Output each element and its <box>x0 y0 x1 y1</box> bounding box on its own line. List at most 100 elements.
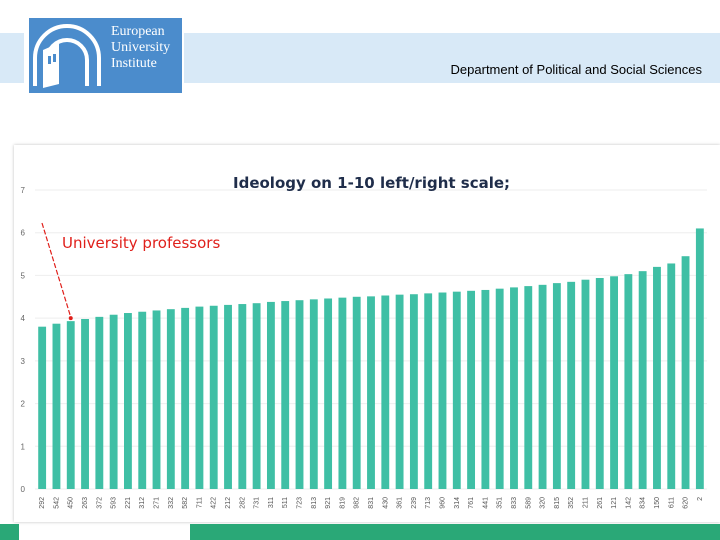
x-tick-label: 2 <box>697 497 704 501</box>
bar <box>681 256 690 489</box>
bar <box>409 294 418 489</box>
x-tick-label: 819 <box>339 497 346 509</box>
y-tick-label: 2 <box>21 400 26 409</box>
y-tick-label: 3 <box>21 357 26 366</box>
x-tick-label: 542 <box>53 497 60 509</box>
x-tick-label: 351 <box>497 497 504 509</box>
bar <box>309 299 318 489</box>
bar <box>524 286 533 489</box>
bar <box>581 279 590 489</box>
x-tick-label: 314 <box>454 497 461 509</box>
eui-logo: European University Institute <box>29 18 182 93</box>
x-tick-label: 815 <box>554 497 561 509</box>
x-tick-label: 761 <box>468 497 475 509</box>
bar <box>81 318 89 489</box>
y-tick-label: 6 <box>21 229 26 238</box>
x-tick-label: 620 <box>683 497 690 509</box>
logo-line-2: University <box>111 40 171 55</box>
footer-bar-left <box>0 524 19 540</box>
bar <box>209 305 218 489</box>
bar <box>224 304 232 489</box>
bar <box>238 304 247 489</box>
y-tick-label: 4 <box>21 314 26 323</box>
x-tick-label: 320 <box>540 497 547 509</box>
bar <box>424 293 433 489</box>
x-tick-label: 211 <box>582 497 589 508</box>
x-tick-label: 271 <box>154 497 161 509</box>
bar <box>638 271 647 489</box>
bar <box>124 313 132 489</box>
x-tick-label: 352 <box>568 497 575 509</box>
x-tick-label: 332 <box>168 497 175 509</box>
ideology-bar-chart: 0 1 2 3 4 5 6 7 292 542 450 263 372 593 221 312 271 332 58… <box>21 174 707 509</box>
eui-logo-text: European University Institute <box>111 24 181 72</box>
bar <box>195 306 204 489</box>
eui-logo-emblem-icon <box>33 24 101 88</box>
bar <box>324 298 333 489</box>
x-tick-label: 711 <box>196 497 203 508</box>
bar <box>667 263 676 489</box>
x-tick-label: 921 <box>325 497 332 509</box>
bar <box>281 301 290 489</box>
bar <box>181 307 190 489</box>
bar <box>266 301 275 489</box>
bar <box>538 284 547 489</box>
x-tick-label: 441 <box>482 497 489 509</box>
bar <box>395 294 404 489</box>
x-tick-label: 311 <box>268 497 275 508</box>
x-tick-label: 813 <box>311 497 318 509</box>
x-tick-label: 372 <box>96 497 103 509</box>
bar <box>653 266 661 489</box>
x-tick-label: 960 <box>439 497 446 509</box>
bar <box>624 274 633 489</box>
bar <box>38 326 47 489</box>
x-tick-label: 263 <box>82 497 89 509</box>
bar <box>138 311 147 489</box>
bar <box>495 288 504 489</box>
x-tick-label: 282 <box>239 497 246 509</box>
x-tick-label: 731 <box>254 497 261 509</box>
bar <box>338 297 347 489</box>
bar <box>109 314 118 489</box>
x-tick-label: 593 <box>111 497 118 509</box>
x-tick-label: 121 <box>611 497 618 509</box>
x-tick-label: 450 <box>68 497 75 509</box>
bar <box>52 323 61 489</box>
annotation-label: University professors <box>62 234 220 252</box>
bar <box>66 321 75 489</box>
y-tick-label: 1 <box>21 442 26 451</box>
bar <box>295 300 304 489</box>
x-tick-label: 611 <box>668 497 675 508</box>
bar <box>166 309 175 489</box>
bar <box>367 296 375 489</box>
x-tick-label: 361 <box>397 497 404 509</box>
x-tick-label: 261 <box>597 497 604 509</box>
bar <box>695 228 704 489</box>
bar <box>467 290 476 489</box>
bar <box>438 292 447 489</box>
chart-title: Ideology on 1-10 left/right scale; <box>233 174 510 192</box>
bar <box>567 281 576 489</box>
annotation-arrow-head <box>68 316 73 321</box>
x-tick-label: 511 <box>282 497 289 508</box>
x-tick-label: 831 <box>368 497 375 509</box>
bar <box>452 291 461 489</box>
footer-bar-right <box>190 524 720 540</box>
x-tick-label: 212 <box>225 497 232 509</box>
logo-line-3: Institute <box>111 56 157 71</box>
x-tick-label: 982 <box>354 497 361 509</box>
bar <box>152 310 161 489</box>
x-tick-label: 292 <box>39 497 46 509</box>
bar <box>352 296 361 489</box>
x-tick-label: 150 <box>654 497 661 509</box>
x-tick-label: 221 <box>125 497 132 509</box>
bar <box>481 289 490 489</box>
x-tick-label: 582 <box>182 497 189 509</box>
x-tick-label: 430 <box>382 497 389 509</box>
y-tick-label: 5 <box>21 271 26 280</box>
bar <box>510 287 518 489</box>
x-tick-label: 239 <box>411 497 418 509</box>
annotation-arrow <box>41 222 72 318</box>
x-tick-label: 834 <box>640 497 647 509</box>
y-tick-label: 0 <box>21 485 26 494</box>
